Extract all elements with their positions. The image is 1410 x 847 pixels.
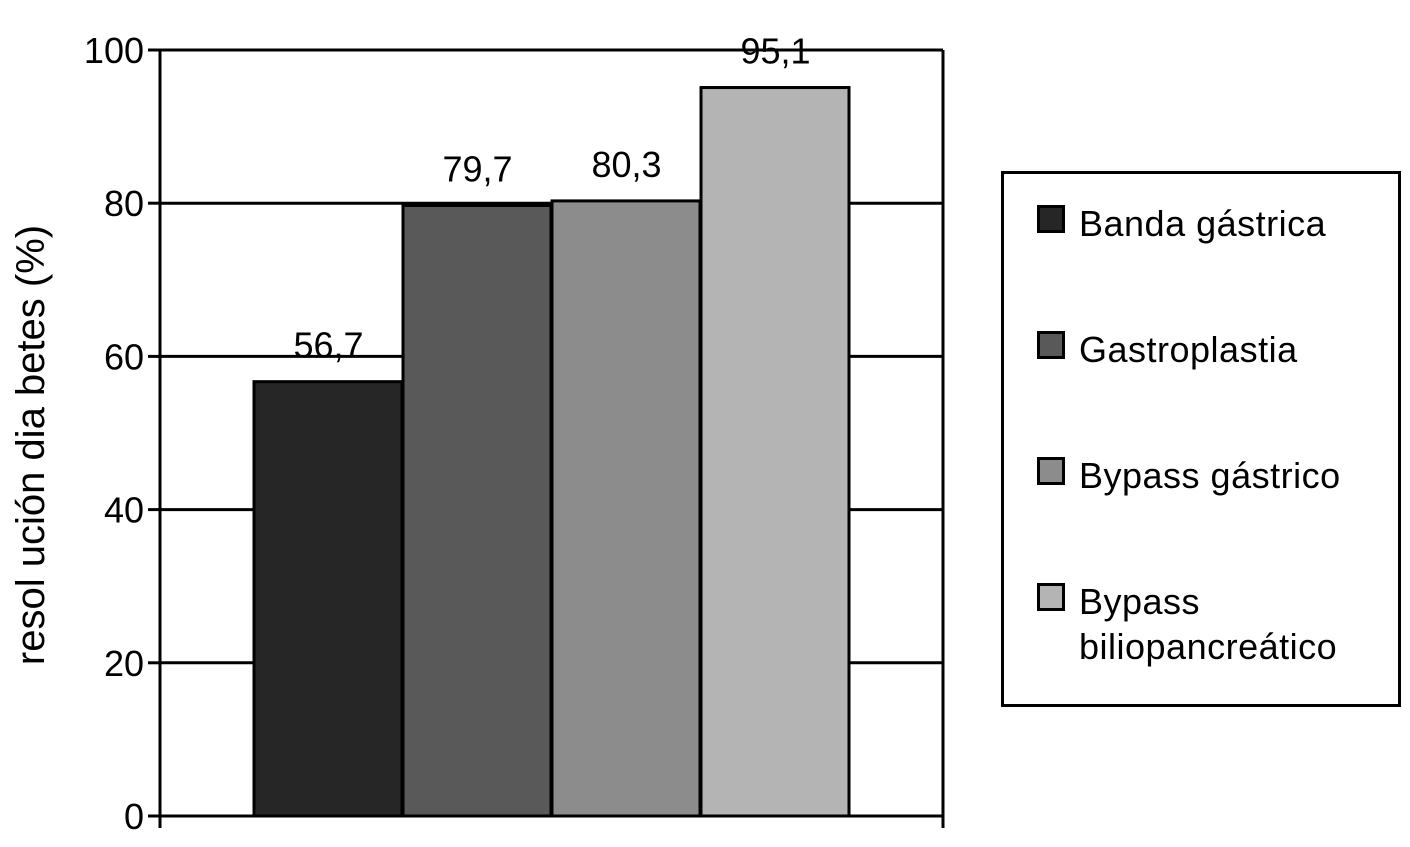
legend-swatch — [1037, 583, 1065, 611]
y-tick-label: 60 — [104, 336, 144, 377]
bar-banda-g-strica — [252, 380, 404, 818]
axes — [148, 48, 945, 828]
legend-label: Bypass gástrico — [1079, 455, 1341, 496]
bar-bypass-biliopancre-tico — [699, 86, 851, 818]
legend-label: Banda gástrica — [1079, 203, 1327, 244]
y-tick-label: 40 — [104, 490, 144, 531]
bars — [252, 86, 851, 818]
legend-label: Bypass biliopancreático — [1079, 581, 1338, 667]
y-tick-label: 20 — [104, 643, 144, 684]
bar-bypass-g-strico — [550, 199, 702, 818]
y-tick-label: 0 — [124, 796, 144, 837]
data-label: 56,7 — [293, 325, 363, 366]
data-labels: 56,7 79,7 80,3 95,1 — [293, 31, 810, 366]
y-tick-label: 100 — [84, 30, 144, 71]
data-label: 95,1 — [740, 31, 810, 72]
data-label: 80,3 — [591, 144, 661, 185]
legend: Banda gástrica Gastroplastia Bypass gást… — [1001, 171, 1401, 707]
legend-swatch — [1037, 331, 1065, 359]
y-tick-labels: 0 20 40 60 80 100 — [84, 30, 144, 837]
legend-item-banda-gastrica: Banda gástrica — [1037, 201, 1389, 246]
legend-swatch — [1037, 205, 1065, 233]
legend-label: Gastroplastia — [1079, 329, 1298, 370]
y-axis-label: resol ución dia betes (%) — [9, 225, 53, 665]
legend-item-bypass-biliopancreatico: Bypass biliopancreático — [1037, 579, 1389, 669]
y-tick-label: 80 — [104, 183, 144, 224]
legend-swatch — [1037, 457, 1065, 485]
legend-item-gastroplastia: Gastroplastia — [1037, 327, 1389, 372]
bar-gastroplastia — [401, 203, 553, 818]
legend-item-bypass-gastrico: Bypass gástrico — [1037, 453, 1389, 498]
data-label: 79,7 — [442, 148, 512, 189]
